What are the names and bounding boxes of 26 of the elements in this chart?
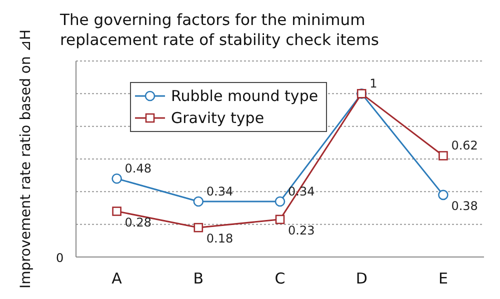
x-tick-label: E: [438, 270, 448, 288]
point: [274, 196, 286, 207]
chart-title: The governing factors for the minimum replacement rate of stability check items: [60, 10, 379, 50]
legend-label: Rubble mound type: [171, 87, 318, 105]
data-label: 0.62: [451, 138, 478, 153]
point: [112, 206, 122, 216]
data-label: 0.23: [288, 223, 315, 238]
x-tick-label: B: [193, 270, 204, 288]
text: 0: [56, 251, 64, 265]
data-label: 0.18: [206, 232, 234, 246]
point: [438, 151, 448, 160]
legend-label: Gravity type: [171, 109, 264, 127]
point: [275, 214, 285, 224]
data-label: 0.28: [124, 215, 152, 230]
data-label: 0.34: [206, 184, 234, 198]
point: [112, 173, 122, 184]
point: [438, 190, 448, 200]
data-label: 0.38: [451, 198, 478, 213]
point: [193, 196, 204, 207]
data-label: 0.48: [124, 162, 152, 176]
x-tick-label: D: [356, 270, 368, 288]
x-tick-label: A: [112, 270, 123, 288]
y-axis-title: Improvement rate ratio based on ⊿H: [18, 29, 34, 289]
x-tick-label: C: [274, 270, 286, 288]
data-label: 1: [370, 76, 378, 91]
point: [194, 222, 204, 232]
